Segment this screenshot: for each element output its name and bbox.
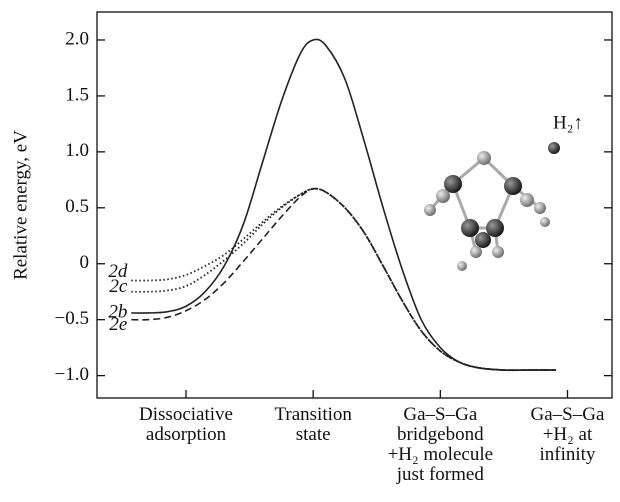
y-tick-label: −0.5	[55, 308, 89, 329]
x-tick-label: Ga–S–Ga bridgebond +H₂ molecule just for…	[387, 404, 494, 485]
molecule	[424, 142, 560, 271]
series-label: 2d	[108, 261, 128, 282]
plot-frame	[96, 11, 613, 399]
series-label: 2b	[108, 301, 127, 322]
annotation: H₂↑	[553, 112, 583, 133]
series-label: 2e	[109, 314, 127, 335]
series-line	[131, 187, 557, 371]
y-tick-label: 0	[80, 252, 90, 273]
y-tick-label: 1.5	[65, 84, 89, 105]
x-tick-label: Transition state	[274, 404, 352, 445]
series-label: 2c	[109, 276, 128, 297]
x-tick-label: Ga–S–Ga +H₂ at infinity	[530, 404, 605, 465]
y-axis-label: Relative energy, eV	[10, 130, 31, 280]
series-line	[131, 187, 557, 372]
y-tick-label: 1.0	[65, 140, 89, 161]
y-tick-label: 2.0	[65, 28, 89, 49]
series-line	[131, 187, 557, 372]
y-tick-label: 0.5	[65, 196, 89, 217]
x-tick-label: Dissociative adsorption	[139, 404, 233, 445]
y-tick-label: −1.0	[55, 364, 89, 385]
series-line	[131, 38, 557, 371]
